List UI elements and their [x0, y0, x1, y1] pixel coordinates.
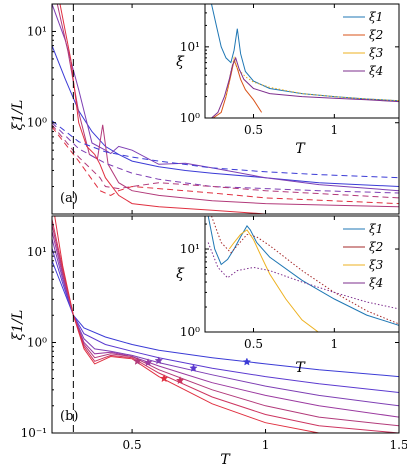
panel-b-inset-series-1-line [207, 216, 399, 326]
panel-a-inset-ytick-label-1: 10⁰ [180, 111, 200, 125]
panel-a-inset-legend-label-3: ξ3 [369, 46, 384, 60]
panel-a-inset-xlabel: T [295, 141, 306, 157]
panel-b-xtick-label-2: 1.5 [389, 438, 407, 452]
panel-b-inset-legend-label-1: ξ1 [369, 222, 383, 236]
panel-a-inset-series-1-line [211, 4, 399, 102]
panel-b-inset-xtick-label-1: 1 [331, 337, 339, 351]
panel-a-inset-legend-label-1: ξ1 [369, 10, 383, 24]
panel-a-series-6-line [52, 122, 399, 194]
panel-b-ytick-label-2: 10⁻¹ [21, 426, 47, 440]
panel-b-inset-series-4-line [207, 242, 399, 310]
panel-a-inset-ticks: 10¹ 10⁰ 0.5 1 [180, 4, 399, 137]
panel-b-inset-ytick-label-1: 10⁰ [180, 325, 200, 339]
panel-a-series-2-line [52, 4, 399, 192]
panel-b-marker-1 [242, 357, 252, 366]
panel-b-inset-xlabel: T [295, 360, 306, 376]
panel-b-inset: 10¹ 10⁰ 0.5 1 ξ1 ξ2 ξ3 ξ4 T ξ [176, 215, 400, 376]
panel-a-inset-xtick-label-1: 1 [331, 123, 339, 137]
panel-b-xtick-label-1: 1 [262, 438, 270, 452]
panel-b-inset-xtick-label-0: 0.5 [244, 337, 263, 351]
panel-b-marker-2 [189, 363, 198, 372]
panel-a-series [52, 4, 399, 214]
panel-a-inset-ylabel: ξ [176, 54, 185, 70]
panel-b-inset-ylabel: ξ [176, 266, 185, 282]
panel-a-label: (a) [60, 191, 78, 206]
panel-a-ticks: 10¹ 10⁰ [27, 4, 400, 214]
panel-a-series-5-line [52, 120, 399, 179]
panel-b-xlabel: T [220, 452, 231, 468]
panel-a-inset: 10¹ 10⁰ 0.5 1 ξ1 ξ2 ξ3 ξ4 T ξ [176, 3, 400, 157]
panel-b-inset-legend-label-4: ξ4 [369, 276, 383, 290]
panel-a-ytick-label-0: 10¹ [27, 24, 47, 38]
panel-a-inset-xtick-label-0: 0.5 [244, 123, 263, 137]
panel-b-inset-ytick-label-0: 10¹ [180, 242, 200, 256]
panel-b-inset-legend: ξ1 ξ2 ξ3 ξ4 [343, 222, 384, 290]
panel-a-inset-frame [204, 3, 400, 119]
panel-a: 10¹ 10⁰ (a) ξ1/L [10, 3, 400, 215]
panel-b-marker-6 [175, 376, 185, 385]
panel-b-series-7-line [54, 216, 324, 433]
panel-a-series-4-line [59, 4, 399, 214]
panel-b-ylabel: ξ1/L [10, 310, 26, 341]
panel-b-inset-legend-label-3: ξ3 [369, 258, 384, 272]
panel-a-ylabel: ξ1/L [10, 100, 26, 131]
panel-b-ytick-label-1: 10⁰ [27, 336, 47, 350]
panel-b-markers [133, 356, 252, 385]
panel-b-series [52, 216, 399, 433]
panel-b-marker-7 [159, 374, 169, 383]
panel-b-inset-series [207, 216, 399, 332]
panel-a-inset-series-3-line [225, 55, 399, 102]
panel-b-marker-5 [133, 356, 142, 365]
panel-a-inset-legend-label-2: ξ2 [369, 28, 383, 42]
panel-b-inset-ticks: 10¹ 10⁰ 0.5 1 [180, 216, 399, 351]
panel-b-marker-4 [143, 358, 153, 367]
panel-a-inset-legend: ξ1 ξ2 ξ3 ξ4 [343, 10, 384, 78]
panel-a-inset-series [211, 4, 399, 118]
panel-a-inset-legend-label-4: ξ4 [369, 64, 383, 78]
panel-b-label: (b) [60, 409, 78, 424]
panel-a-series-7-line [52, 124, 399, 199]
panel-a-ytick-label-1: 10⁰ [27, 116, 47, 130]
panel-b-ytick-label-0: 10¹ [27, 245, 47, 259]
panel-a-inset-ytick-label-0: 10¹ [180, 40, 200, 54]
panel-b-marker-3 [154, 356, 164, 365]
panel-b-xtick-label-0: 0.5 [123, 438, 142, 452]
panel-b-inset-legend-label-2: ξ2 [369, 240, 383, 254]
panel-b-inset-bg [205, 216, 399, 332]
panel-b-inset-series-3-line [228, 229, 319, 332]
panel-a-series-8-line [52, 126, 399, 205]
panel-a-inset-series-4-line [211, 56, 399, 118]
